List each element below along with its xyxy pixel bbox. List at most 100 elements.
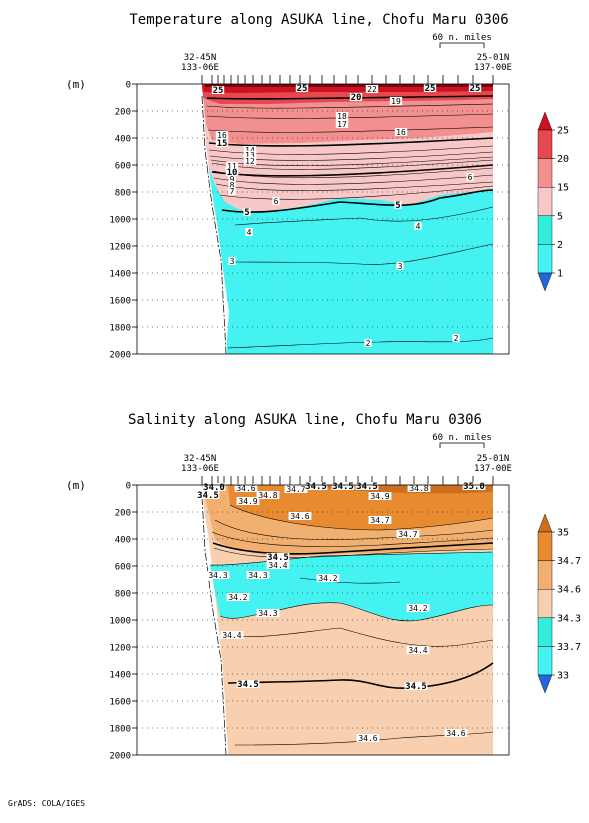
- station-end-lat: 25-01N: [477, 53, 510, 63]
- contour-label: 7: [230, 187, 235, 196]
- y-tick-label: 800: [115, 189, 131, 199]
- contour-label-bg: [365, 85, 379, 93]
- contour-label: 5: [395, 201, 400, 211]
- plot-frame: [136, 83, 510, 355]
- contour-label: 25: [425, 84, 436, 94]
- colorbar-segment: [537, 646, 553, 676]
- contour-label: 34.8: [258, 491, 277, 500]
- contour-label-bg: [288, 512, 312, 520]
- colorbar-label: 34.6: [557, 585, 581, 596]
- colorbar-end-top: [537, 513, 553, 533]
- y-axis-label: (m): [66, 479, 86, 492]
- contour-label-bg: [394, 128, 408, 136]
- contour-label-bg: [462, 482, 486, 490]
- contour-label-bg: [364, 339, 372, 347]
- contour-label: 20: [351, 93, 362, 103]
- y-tick-label: 1000: [109, 216, 131, 226]
- colorbar-segment: [537, 531, 553, 561]
- contour-label: 34.5: [332, 482, 354, 492]
- contour-label-bg: [331, 482, 355, 490]
- contour-label-bg: [389, 97, 403, 105]
- contour-label: 34.6: [290, 512, 309, 521]
- station-end-lon: 137-00E: [474, 63, 512, 73]
- contour-label-bg: [394, 201, 402, 209]
- colorbar-segment: [537, 589, 553, 619]
- scale-bar: [439, 42, 485, 48]
- temperature-field: [137, 84, 494, 354]
- grid-lines: [137, 511, 509, 729]
- footer-credit: GrADS: COLA/IGES: [8, 799, 85, 808]
- scale-bar: [439, 442, 485, 448]
- contour-label-bg: [228, 257, 236, 265]
- y-tick-label: 200: [115, 108, 131, 118]
- contour-label: 4: [247, 228, 252, 237]
- contour-label-bg: [243, 157, 257, 165]
- contour-label-bg: [234, 484, 258, 492]
- contour-label: 34.5: [305, 482, 327, 492]
- y-tick-label: 1800: [109, 324, 131, 334]
- contour-label: 16: [217, 131, 227, 140]
- contour-label: 34.3: [208, 571, 227, 580]
- colorbar-label: 34.7: [557, 556, 581, 567]
- station-start-lat: 32-45N: [184, 53, 217, 63]
- grid-lines: [137, 110, 509, 328]
- y-tick-label: 0: [126, 482, 131, 492]
- contour-label: 34.5: [405, 682, 427, 692]
- contour-label-bg: [406, 646, 430, 654]
- contour-label: 34.7: [398, 530, 417, 539]
- contour-lines-bold: [212, 542, 494, 690]
- colorbar-segment: [537, 129, 553, 159]
- colorbar-segment: [537, 158, 553, 188]
- y-tick-label: 1400: [109, 270, 131, 280]
- station-end-lon: 137-00E: [474, 464, 512, 474]
- contour-label-bg: [295, 84, 309, 92]
- contour-label-bg: [304, 482, 328, 490]
- contour-label: 34.7: [370, 516, 389, 525]
- contour-label-bg: [468, 84, 482, 92]
- contour-label: 34.2: [318, 574, 337, 583]
- coast-line: [201, 95, 227, 354]
- contour-label-bg: [355, 482, 379, 490]
- contour-label: 34.2: [228, 593, 247, 602]
- contour-label-bg: [266, 553, 290, 561]
- contour-label-bg: [444, 729, 468, 737]
- contour-label: 34.2: [408, 604, 427, 613]
- contour-label: 19: [391, 97, 401, 106]
- y-tick-label: 1800: [109, 725, 131, 735]
- contour-label: 8: [230, 181, 235, 190]
- y-tick-label: 2000: [109, 351, 131, 361]
- contour-label: 34.4: [268, 561, 287, 570]
- contour-label: 18: [337, 112, 347, 121]
- contour-label-bg: [206, 571, 230, 579]
- contour-label-bg: [220, 631, 244, 639]
- colorbar-label: 35: [557, 528, 569, 539]
- contour-label: 12: [245, 157, 255, 166]
- contour-label: 9: [230, 175, 235, 184]
- contour-label-bg: [396, 262, 404, 270]
- y-tick-labels: 0 200 400 600 800 1000 1200 1400 1600 1800 2000: [109, 482, 137, 762]
- contour-label-bg: [356, 734, 380, 742]
- y-tick-label: 2000: [109, 752, 131, 762]
- contour-label-bg: [368, 492, 392, 500]
- contour-label-bg: [316, 574, 340, 582]
- contour-label-bg: [272, 197, 280, 205]
- contour-label-bg: [243, 151, 257, 159]
- colorbar-label: 33: [557, 671, 569, 682]
- y-tick-label: 400: [115, 536, 131, 546]
- colorbar-label: 2: [557, 240, 563, 251]
- colorbar-end-bottom: [537, 674, 553, 694]
- station-start-lon: 133-06E: [181, 63, 219, 73]
- colorbar-segment: [537, 617, 553, 647]
- contour-label-bg: [407, 484, 431, 492]
- contour-label: 34.6: [358, 734, 377, 743]
- band-dark: [205, 84, 493, 87]
- contour-label-bg: [228, 181, 236, 189]
- contour-label-bg: [226, 593, 250, 601]
- contour-label: 25: [213, 86, 224, 96]
- contour-label-bg: [335, 120, 349, 128]
- chart-title: Salinity along ASUKA line, Chofu Maru 03…: [128, 412, 482, 428]
- contour-label-bg: [245, 228, 253, 236]
- temperature-chart: Temperature along ASUKA line, Chofu Maru…: [66, 12, 569, 361]
- contour-label-bg: [256, 491, 280, 499]
